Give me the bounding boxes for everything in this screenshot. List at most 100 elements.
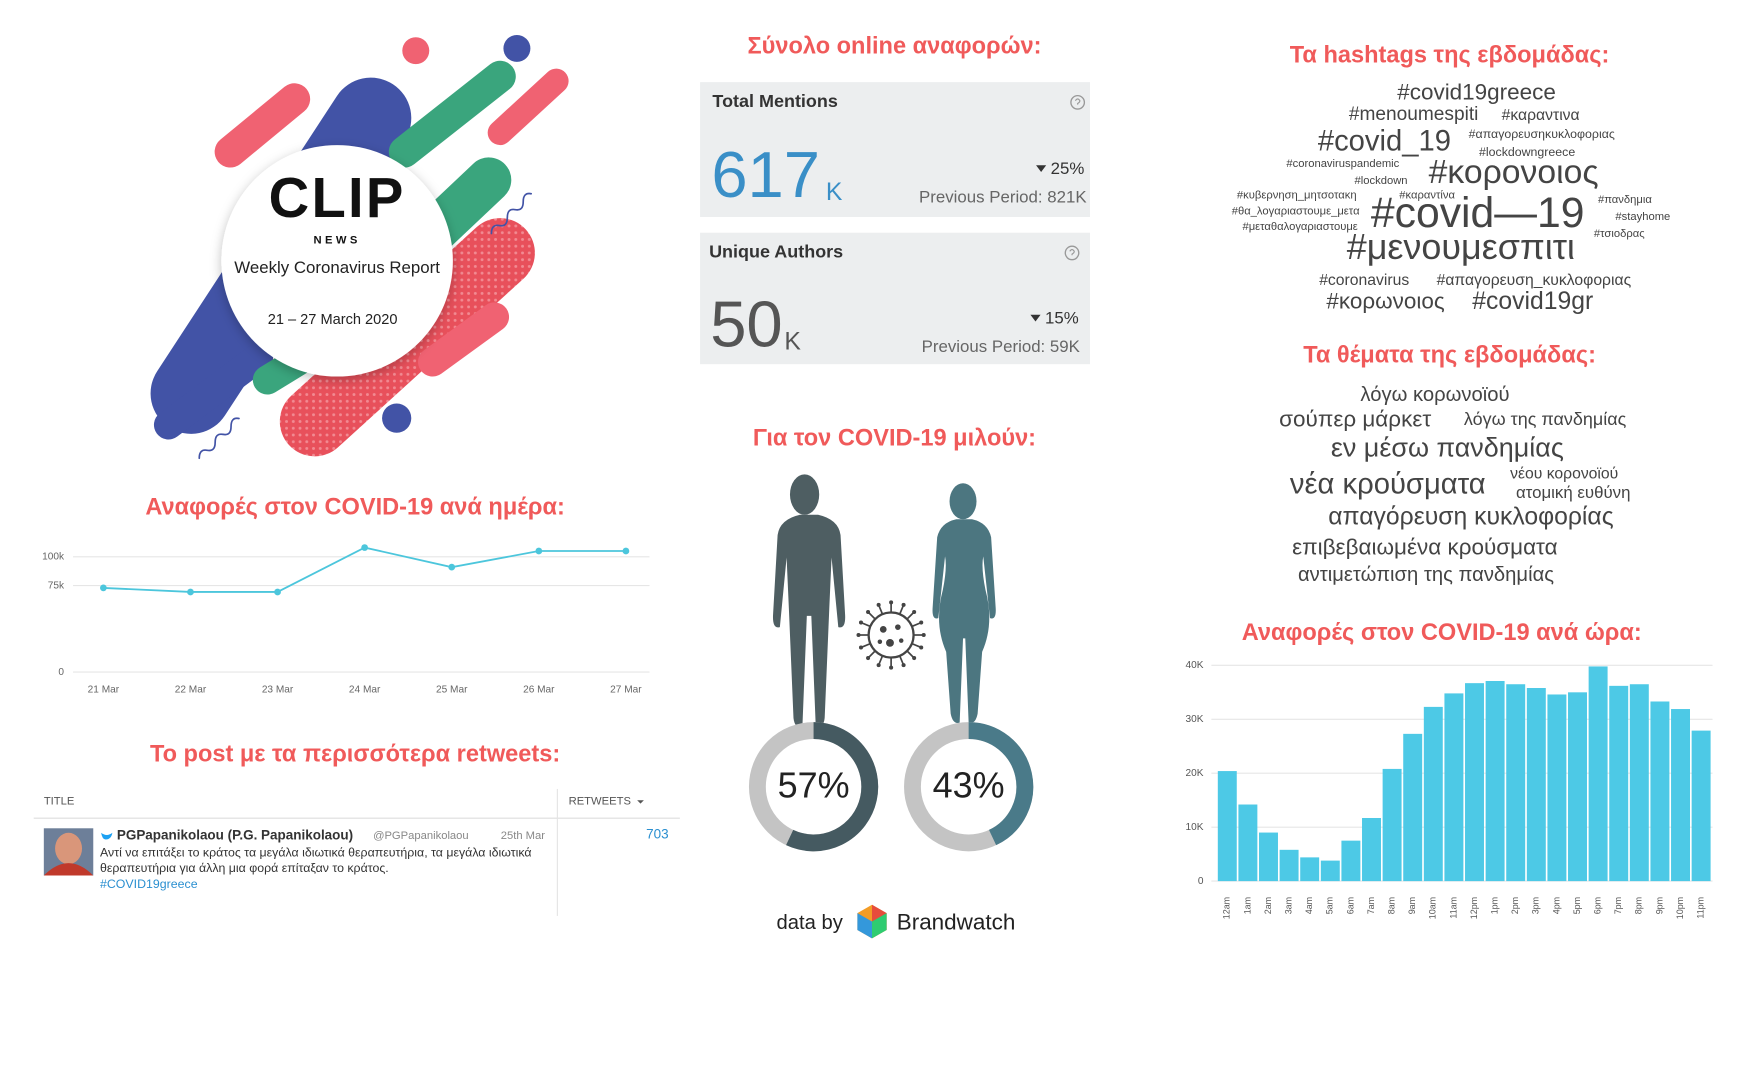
bar — [1320, 860, 1340, 882]
point — [622, 547, 630, 555]
bar — [1609, 685, 1629, 882]
y-tick-label: 100k — [42, 551, 65, 562]
topic: σούπερ μάρκετ — [1279, 406, 1431, 431]
virus-spike-tip — [858, 645, 864, 650]
x-tick-label: 4am — [1304, 897, 1314, 914]
bar — [1671, 709, 1690, 882]
hashtag: #coronavirus — [1319, 272, 1409, 289]
virus-spike — [898, 655, 904, 665]
bar — [1465, 683, 1484, 882]
virus-spike-tip — [901, 602, 906, 607]
virus-spike — [911, 622, 921, 628]
tweet-body: Αντί να επιτάξει το κράτος τα μεγάλα ιδι… — [100, 846, 532, 892]
x-tick-label: 26 Mar — [523, 685, 555, 696]
hashtag: #menoumespiti — [1349, 104, 1478, 125]
virus-spike — [906, 650, 914, 658]
topic: απαγόρευση κυκλοφορίας — [1328, 504, 1613, 531]
virus-icon — [856, 600, 926, 670]
card-value: 50 — [710, 288, 782, 361]
x-tick-label: 9pm — [1654, 897, 1664, 914]
donut-arc — [786, 722, 879, 852]
x-tick-label: 9am — [1407, 897, 1417, 914]
x-tick-label: 8am — [1386, 897, 1396, 914]
hashtag: #καραντινα — [1502, 107, 1580, 124]
virus-spike — [906, 612, 914, 620]
card-change: 25% — [1051, 159, 1085, 178]
donut-label: 57% — [778, 764, 850, 805]
virus-spike-tip — [919, 645, 924, 650]
y-tick-label: 20K — [1186, 768, 1204, 779]
x-tick-label: 2pm — [1510, 897, 1520, 914]
hashtag: #coronaviruspandemic — [1286, 158, 1399, 170]
logo-art — [150, 34, 569, 460]
bar — [1650, 701, 1670, 882]
virus-spike — [878, 605, 884, 615]
tweet-hashtag[interactable]: #COVID19greece — [100, 877, 198, 892]
topic: λόγω της πανδημίας — [1464, 409, 1627, 429]
y-tick-label: 10K — [1186, 822, 1204, 833]
y-tick-label: 0 — [58, 667, 64, 678]
donut-arc — [968, 722, 1034, 846]
x-tick-label: 24 Mar — [349, 685, 381, 696]
point — [448, 563, 456, 571]
tweet-date: 25th Mar — [501, 830, 546, 842]
bar — [1217, 771, 1237, 882]
x-tick-label: 5pm — [1572, 897, 1582, 914]
card: Total Mentions 617 K 25% Previous Period… — [700, 82, 1091, 217]
bar — [1279, 849, 1299, 882]
hashtag: #μενουμεσπιτι — [1347, 226, 1575, 267]
x-tick-label: 10am — [1428, 897, 1438, 919]
x-tick-label: 23 Mar — [262, 685, 294, 696]
topic: νέου κορονοϊού — [1510, 465, 1618, 482]
x-tick-label: 25 Mar — [436, 685, 468, 696]
retweet-count: 703 — [646, 827, 668, 842]
section-title: Σύνολο online αναφορών: — [747, 33, 1041, 59]
topic: επιβεβαιωμένα κρούσματα — [1292, 534, 1557, 559]
topic: εν μέσω πανδημίας — [1331, 433, 1564, 463]
x-tick-label: 7am — [1366, 897, 1376, 914]
tweet-text: Αντί να επιτάξει το κράτος τα μεγάλα ιδι… — [100, 846, 532, 876]
virus-spike-tip — [876, 663, 881, 668]
bar — [1629, 684, 1649, 882]
x-tick-label: 2am — [1263, 897, 1273, 914]
hashtag: #covid_19 — [1318, 126, 1451, 158]
x-tick-label: 10pm — [1675, 897, 1685, 919]
column-header[interactable]: RETWEETS — [569, 795, 631, 807]
brandwatch-logo — [857, 904, 887, 939]
x-tick-label: 22 Mar — [175, 685, 207, 696]
card-previous: Previous Period: 821K — [919, 187, 1087, 206]
card-previous: Previous Period: 59K — [922, 337, 1081, 356]
x-tick-label: 12pm — [1469, 897, 1479, 919]
virus-spike-tip — [876, 602, 881, 607]
male-figure — [772, 474, 846, 729]
hashtag: #τσιοδρας — [1594, 228, 1645, 240]
virus-spike-tip — [856, 632, 861, 638]
x-tick-label: 7pm — [1613, 897, 1623, 914]
hashtag: #stayhome — [1615, 211, 1670, 223]
tweet-handle[interactable]: @PGPapanikolaou — [373, 830, 469, 842]
retweet-table: TITLE RETWEETS PGPapanikolaou (P.G. Papa… — [33, 788, 680, 916]
virus-spike — [861, 642, 871, 648]
x-tick-label: 5am — [1325, 897, 1335, 914]
bar — [1362, 817, 1381, 882]
card-unit: K — [784, 328, 801, 355]
point — [274, 588, 281, 596]
tweet-author[interactable]: PGPapanikolaou (P.G. Papanikolaou) — [117, 828, 353, 843]
hashtag: #covid19gr — [1472, 288, 1593, 315]
x-tick-label: 11pm — [1695, 897, 1705, 919]
virus-spike-tip — [866, 609, 871, 614]
hashtag: #covid—19 — [1371, 189, 1585, 237]
virus-spike-tip — [912, 609, 917, 614]
hashtag: #covid19greece — [1397, 79, 1556, 104]
section-title: Το post με τα περισσότερα retweets: — [150, 740, 560, 766]
y-tick-label: 30K — [1186, 714, 1204, 725]
column-header: TITLE — [44, 795, 75, 807]
bar — [1300, 857, 1320, 882]
bar — [1341, 840, 1361, 882]
logo-sub: NEWS — [314, 235, 361, 247]
x-tick-label: 8pm — [1634, 897, 1644, 914]
topic: ατομική ευθύνη — [1516, 483, 1631, 502]
virus-spike-tip — [912, 656, 917, 661]
virus-spike — [898, 605, 904, 615]
bar — [1526, 688, 1546, 882]
